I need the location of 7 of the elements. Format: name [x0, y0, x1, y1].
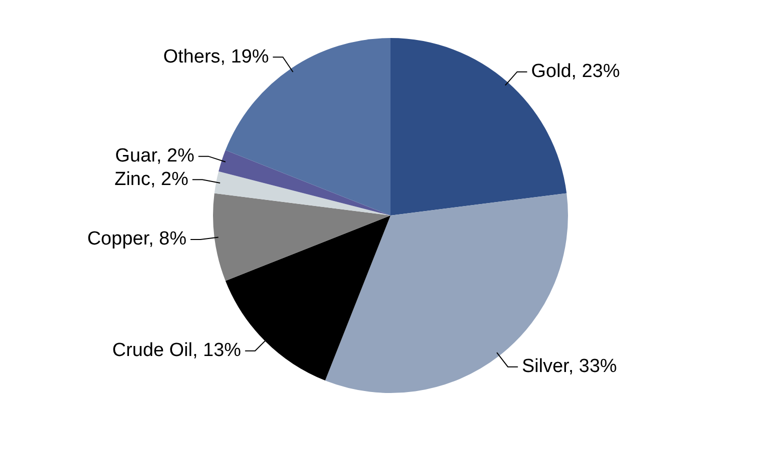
slice-label: Gold, 23% — [531, 61, 620, 82]
slice-label: Zinc, 2% — [114, 168, 188, 190]
slice-label: Others, 19% — [163, 46, 269, 68]
slice-label: Copper, 8% — [87, 228, 187, 250]
slice-label: Crude Oil, 13% — [112, 340, 242, 362]
slice-label: Silver, 33% — [522, 356, 618, 378]
slice-label: Guar, 2% — [115, 146, 194, 167]
